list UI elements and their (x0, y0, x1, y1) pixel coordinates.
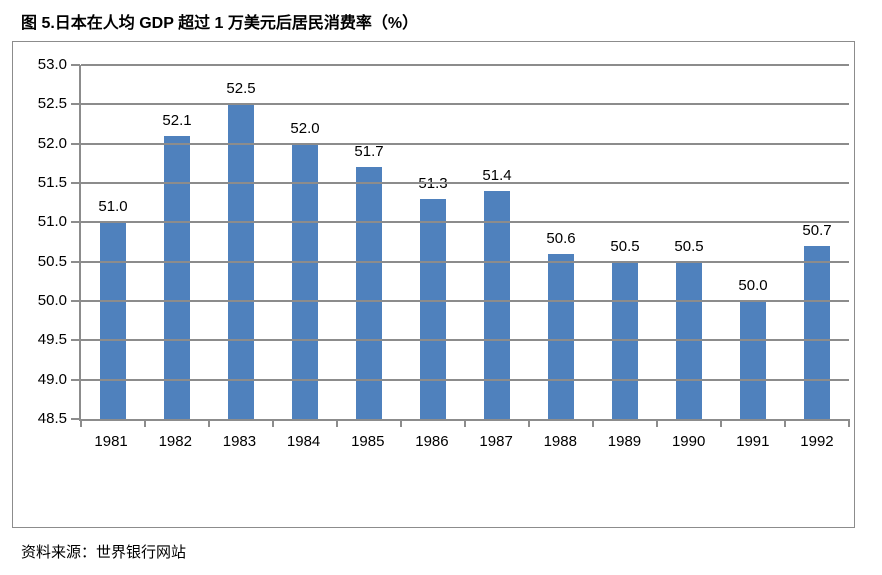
y-axis-tick (71, 299, 80, 302)
bar-value-label: 50.0 (738, 277, 768, 294)
x-axis-label: 1987 (479, 433, 513, 450)
bar-slot: 51.4 (465, 65, 529, 419)
y-tick-label: 52.5 (37, 95, 67, 113)
y-axis-tick (71, 103, 80, 106)
bar-slot: 50.5 (657, 65, 721, 419)
bar-1985: 51.7 (354, 143, 384, 419)
x-axis-tick (591, 419, 594, 427)
gridline (81, 64, 849, 66)
gridline (81, 260, 849, 263)
bar-slot: 52.5 (209, 65, 273, 419)
bar-1981: 51.0 (98, 198, 128, 419)
source-note: 资料来源：世界银行网站 (21, 544, 187, 561)
x-axis-tick (656, 419, 658, 427)
x-axis-tick (848, 419, 850, 427)
gridline (81, 181, 849, 184)
x-axis-tick (784, 419, 786, 427)
bar-slot: 50.5 (593, 65, 657, 419)
bar-slot: 50.0 (721, 65, 785, 419)
bar-1988: 50.6 (546, 230, 576, 419)
x-axis-tick (464, 419, 466, 427)
y-axis-tick (71, 64, 80, 66)
x-axis-label: 1981 (94, 433, 128, 450)
chart-title: 图 5.日本在人均 GDP 超过 1 万美元后居民消费率（%） (21, 15, 419, 32)
y-tick-label: 52.0 (37, 134, 67, 152)
chart-frame: 53.0 52.5 52.0 51.5 51.0 50.5 50.0 49.5 49.0 48.5… (12, 41, 855, 528)
y-tick-label: 48.5 (37, 410, 67, 427)
x-axis-label: 1990 (671, 433, 706, 450)
x-axis-tick (80, 419, 82, 427)
y-tick-label: 49.0 (37, 370, 67, 388)
bar-value-label: 52.5 (226, 80, 256, 98)
bar-series: 51.0 52.1 52.5 52.0 51.7 51.3 51.4 50.6 50.5 50.5… (81, 65, 849, 419)
bar-value-label: 50.7 (802, 221, 832, 239)
bar-value-label: 51.7 (354, 143, 384, 161)
gridline (81, 103, 849, 106)
x-axis-label: 1986 (415, 433, 449, 450)
x-axis-label: 1983 (222, 433, 257, 450)
bar-slot: 51.3 (401, 65, 465, 419)
x-axis-tick (720, 419, 722, 427)
gridline (81, 378, 849, 381)
x-axis-label: 1982 (158, 433, 192, 450)
bar-slot: 51.0 (81, 65, 145, 419)
y-tick-label: 51.0 (37, 213, 67, 231)
y-tick-label: 50.5 (37, 252, 67, 270)
bar-1992: 50.7 (802, 222, 832, 419)
bar-slot: 51.7 (337, 65, 401, 419)
y-axis: 53.0 52.5 52.0 51.5 51.0 50.5 50.0 49.5 49.0 48.5 (13, 56, 67, 427)
gridline (81, 299, 849, 302)
y-tick-label: 49.5 (37, 331, 67, 349)
bar-value-label: 51.4 (482, 166, 512, 184)
bar-value-label: 51.0 (98, 198, 128, 216)
bar-value-label: 52.0 (290, 119, 320, 137)
plot-area: 51.0 52.1 52.5 52.0 51.7 51.3 51.4 50.6 50.5 50.5… (71, 64, 850, 427)
bar-slot: 50.7 (785, 65, 849, 419)
bar-1984: 52.0 (290, 120, 320, 419)
y-axis-tick (71, 260, 80, 263)
x-axis-tick (143, 419, 146, 427)
bar-value-label: 50.6 (546, 229, 576, 247)
x-axis-label: 1988 (543, 433, 577, 450)
y-tick-label: 50.0 (37, 291, 67, 309)
x-axis-tick (272, 419, 274, 427)
gridline (81, 339, 849, 342)
bar-slot: 52.1 (145, 65, 209, 419)
bar-value-label: 50.5 (610, 237, 640, 255)
x-axis-label: 1992 (800, 433, 834, 450)
x-axis-label: 1985 (351, 433, 385, 450)
x-axis-label: 1991 (736, 433, 770, 450)
x-axis-label: 1984 (286, 433, 321, 450)
bar-value-label: 50.5 (674, 237, 704, 255)
y-axis-tick (71, 378, 80, 381)
bar-value-label: 52.1 (162, 111, 192, 129)
bar-1982: 52.1 (162, 112, 192, 419)
y-axis-tick (71, 339, 80, 342)
bar-1991: 50.0 (738, 277, 768, 419)
x-axis-tick (207, 419, 210, 427)
bar-slot: 52.0 (273, 65, 337, 419)
bar-1987: 51.4 (482, 167, 512, 419)
y-axis-tick (71, 221, 80, 224)
x-axis-tick (528, 419, 530, 427)
y-axis-tick (71, 181, 80, 184)
x-axis-tick (400, 419, 402, 427)
x-axis-label: 1989 (607, 433, 642, 450)
bar-slot: 50.6 (529, 65, 593, 419)
x-axis-tick (335, 419, 338, 427)
y-tick-label: 53.0 (37, 56, 67, 73)
y-axis-tick (71, 418, 80, 420)
y-axis-tick (71, 142, 80, 145)
gridline (81, 221, 849, 224)
y-tick-label: 51.5 (37, 173, 67, 191)
bar-1986: 51.3 (418, 175, 448, 419)
gridline (81, 142, 849, 145)
x-axis: 1981 1982 1983 1984 1985 1986 1987 1988 1989 1990… (79, 432, 849, 452)
